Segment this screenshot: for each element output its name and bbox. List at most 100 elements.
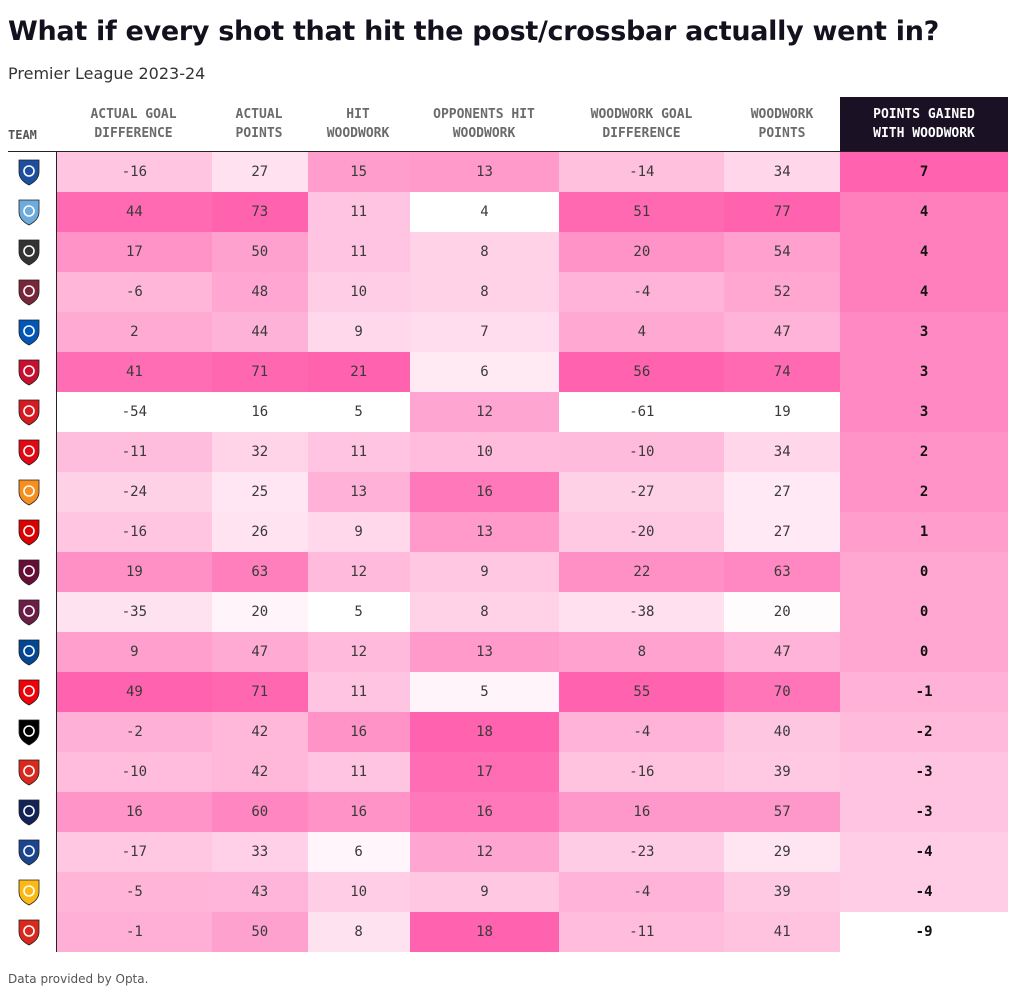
- cell-actual-goal-difference: -17: [56, 832, 212, 872]
- team-cell: [8, 192, 57, 232]
- table-row: -10 42 11 17 -16 39 -3: [8, 752, 1008, 792]
- team-cell: [8, 672, 57, 712]
- header-opponents-hit-woodwork: OPPONENTS HIT WOODWORK: [409, 97, 559, 151]
- table-row: -11 32 11 10 -10 34 2: [8, 432, 1008, 472]
- cell-points-gained: 3: [840, 392, 1008, 432]
- cell-opponents-hit-woodwork: 13: [409, 512, 560, 552]
- cell-actual-goal-difference: -35: [56, 592, 212, 632]
- chart-title: What if every shot that hit the post/cro…: [8, 16, 939, 47]
- arsenal-crest-icon: [18, 679, 40, 706]
- cell-points-gained: 3: [840, 312, 1008, 352]
- header-hit-woodwork: HIT WOODWORK: [307, 97, 409, 151]
- cell-points-gained: 4: [840, 192, 1008, 232]
- west-ham-crest-icon: [18, 279, 40, 306]
- cell-actual-points: 42: [211, 752, 308, 792]
- table-row: -24 25 13 16 -27 27 2: [8, 472, 1008, 512]
- cell-actual-points: 71: [211, 352, 308, 392]
- cell-actual-goal-difference: -24: [56, 472, 212, 512]
- team-cell: [8, 392, 57, 432]
- header-label: HIT WOODWORK: [326, 107, 390, 141]
- cell-actual-points: 32: [211, 432, 308, 472]
- cell-points-gained: 3: [840, 352, 1008, 392]
- team-cell: [8, 592, 57, 632]
- cell-woodwork-goal-difference: -27: [559, 472, 725, 512]
- cell-actual-goal-difference: 2: [56, 312, 212, 352]
- header-points-gained: POINTS GAINED WITH WOODWORK: [840, 97, 1008, 151]
- table-row: 2 44 9 7 4 47 3: [8, 312, 1008, 352]
- cell-actual-goal-difference: 19: [56, 552, 212, 592]
- cell-opponents-hit-woodwork: 9: [409, 872, 560, 912]
- cell-woodwork-goal-difference: -61: [559, 392, 725, 432]
- cell-woodwork-points: 40: [724, 712, 841, 752]
- team-cell: [8, 552, 57, 592]
- crystal-palace-crest-icon: [18, 839, 40, 866]
- cell-actual-goal-difference: -54: [56, 392, 212, 432]
- nottingham-forest-crest-icon: [18, 519, 40, 546]
- cell-actual-goal-difference: 44: [56, 192, 212, 232]
- woodwork-table: TEAM ACTUAL GOAL DIFFERENCE ACTUAL POINT…: [8, 97, 1008, 952]
- source-note: Data provided by Opta.: [8, 972, 149, 986]
- fulham-crest-icon: [18, 719, 40, 746]
- cell-opponents-hit-woodwork: 18: [409, 912, 560, 952]
- cell-woodwork-points: 27: [724, 512, 841, 552]
- cell-actual-goal-difference: -11: [56, 432, 212, 472]
- cell-points-gained: -2: [840, 712, 1008, 752]
- cell-actual-goal-difference: -6: [56, 272, 212, 312]
- cell-opponents-hit-woodwork: 17: [409, 752, 560, 792]
- cell-woodwork-points: 19: [724, 392, 841, 432]
- team-cell: [8, 352, 57, 392]
- table-row: -35 20 5 8 -38 20 0: [8, 592, 1008, 632]
- cell-points-gained: 4: [840, 232, 1008, 272]
- cell-points-gained: -3: [840, 792, 1008, 832]
- cell-points-gained: 2: [840, 432, 1008, 472]
- cell-woodwork-points: 29: [724, 832, 841, 872]
- cell-actual-goal-difference: -16: [56, 152, 212, 192]
- cell-woodwork-goal-difference: -10: [559, 432, 725, 472]
- cell-points-gained: -4: [840, 872, 1008, 912]
- team-cell: [8, 312, 57, 352]
- cell-points-gained: -4: [840, 832, 1008, 872]
- cell-woodwork-goal-difference: 56: [559, 352, 725, 392]
- header-woodwork-points: WOODWORK POINTS: [724, 97, 840, 151]
- luton-crest-icon: [18, 479, 40, 506]
- cell-points-gained: -1: [840, 672, 1008, 712]
- cell-hit-woodwork: 5: [307, 392, 410, 432]
- brentford-crest-icon: [18, 439, 40, 466]
- cell-woodwork-goal-difference: 8: [559, 632, 725, 672]
- cell-points-gained: 0: [840, 552, 1008, 592]
- cell-woodwork-points: 39: [724, 752, 841, 792]
- cell-woodwork-goal-difference: -23: [559, 832, 725, 872]
- cell-points-gained: 0: [840, 592, 1008, 632]
- cell-actual-goal-difference: 49: [56, 672, 212, 712]
- cell-actual-goal-difference: -1: [56, 912, 212, 952]
- cell-actual-points: 71: [211, 672, 308, 712]
- cell-woodwork-points: 20: [724, 592, 841, 632]
- bournemouth-crest-icon: [18, 759, 40, 786]
- table-row: 44 73 11 4 51 77 4: [8, 192, 1008, 232]
- header-actual-points: ACTUAL POINTS: [211, 97, 307, 151]
- table-row: -6 48 10 8 -4 52 4: [8, 272, 1008, 312]
- table-row: 16 60 16 16 16 57 -3: [8, 792, 1008, 832]
- man-city-crest-icon: [18, 199, 40, 226]
- newcastle-crest-icon: [18, 239, 40, 266]
- cell-woodwork-goal-difference: -16: [559, 752, 725, 792]
- cell-opponents-hit-woodwork: 16: [409, 792, 560, 832]
- table-body: -16 27 15 13 -14 34 7 44 73 11 4 51 77 4 17 50 11 8 20 54 4-…: [8, 152, 1008, 952]
- cell-actual-points: 16: [211, 392, 308, 432]
- header-team: TEAM: [8, 128, 37, 142]
- cell-hit-woodwork: 10: [307, 872, 410, 912]
- cell-opponents-hit-woodwork: 9: [409, 552, 560, 592]
- cell-woodwork-points: 57: [724, 792, 841, 832]
- cell-opponents-hit-woodwork: 18: [409, 712, 560, 752]
- cell-points-gained: -3: [840, 752, 1008, 792]
- everton-crest-icon: [18, 159, 40, 186]
- table-row: -2 42 16 18 -4 40 -2: [8, 712, 1008, 752]
- cell-actual-points: 20: [211, 592, 308, 632]
- cell-woodwork-points: 63: [724, 552, 841, 592]
- cell-woodwork-goal-difference: 22: [559, 552, 725, 592]
- cell-opponents-hit-woodwork: 16: [409, 472, 560, 512]
- brighton-crest-icon: [18, 319, 40, 346]
- cell-actual-points: 25: [211, 472, 308, 512]
- table-row: 9 47 12 13 8 47 0: [8, 632, 1008, 672]
- cell-opponents-hit-woodwork: 7: [409, 312, 560, 352]
